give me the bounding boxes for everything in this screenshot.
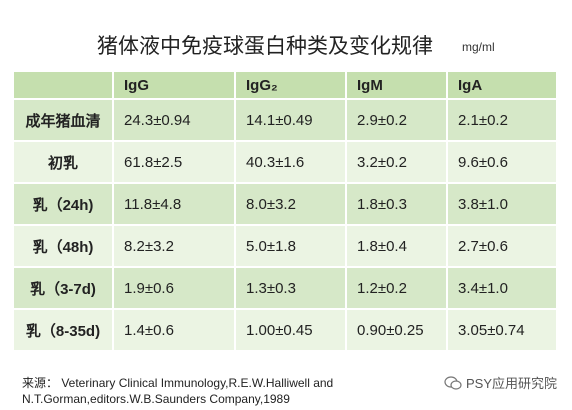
cell: 1.3±0.3 [234,266,347,310]
cell: 1.9±0.6 [112,266,236,310]
table-row: 初乳 61.8±2.5 40.3±1.6 3.2±0.2 9.6±0.6 [12,140,558,184]
title: 猪体液中免疫球蛋白种类及变化规律 [97,35,433,58]
source: 来源： Veterinary Clinical Immunology,R.E.W… [22,376,334,390]
row-header: 乳（8-35d) [12,308,114,352]
row-header: 乳（48h) [12,224,114,268]
table: IgG IgG₂ IgM IgA 成年猪血清 24.3±0.94 14.1±0.49 2.9… [12,70,558,352]
cell: 2.7±0.6 [446,224,558,268]
cell: 3.05±0.74 [446,308,558,352]
table-row: 乳（48h) 8.2±3.2 5.0±1.8 1.8±0.4 2.7±0.6 [12,224,558,268]
cell: 2.1±0.2 [446,98,558,142]
cell: 24.3±0.94 [112,98,236,142]
cell: 9.6±0.6 [446,140,558,184]
table-body: 成年猪血清 24.3±0.94 14.1±0.49 2.9±0.2 2.1±0.2 初乳 6… [12,98,558,352]
table-row: 乳（8-35d) 1.4±0.6 1.00±0.45 0.90±0.25 3.05±0.… [12,308,558,352]
row-header: 乳（24h) [12,182,114,226]
cell: 11.8±4.8 [112,182,236,226]
table-row: 成年猪血清 24.3±0.94 14.1±0.49 2.9±0.2 2.1±0.2 [12,98,558,142]
cell: 8.2±3.2 [112,224,236,268]
header-row: IgG IgG₂ IgM IgA [12,70,558,100]
column-header: IgG₂ [234,70,347,100]
column-header [12,70,114,100]
cell: 3.2±0.2 [345,140,448,184]
cell: 1.8±0.3 [345,182,448,226]
cell: 0.90±0.25 [345,308,448,352]
column-header: IgM [345,70,448,100]
wechat-icon [444,375,462,390]
source: N.T.Gorman,editors.W.B.Saunders Company,… [22,392,290,406]
cell: 8.0±3.2 [234,182,347,226]
unit: mg/ml [462,40,495,54]
table-row: 乳（24h) 11.8±4.8 8.0±3.2 1.8±0.3 3.8±1.0 [12,182,558,226]
cell: 3.4±1.0 [446,266,558,310]
cell: 40.3±1.6 [234,140,347,184]
cell: 1.8±0.4 [345,224,448,268]
cell: 61.8±2.5 [112,140,236,184]
cell: 14.1±0.49 [234,98,347,142]
row-header: 初乳 [12,140,114,184]
watermark: PSY应用研究院 [444,373,557,392]
cell: 1.00±0.45 [234,308,347,352]
table-row: 乳（3-7d) 1.9±0.6 1.3±0.3 1.2±0.2 3.4±1.0 [12,266,558,310]
cell: 2.9±0.2 [345,98,448,142]
cell: 3.8±1.0 [446,182,558,226]
column-header: IgA [446,70,558,100]
row-header: 成年猪血清 [12,98,114,142]
row-header: 乳（3-7d) [12,266,114,310]
cell: 1.4±0.6 [112,308,236,352]
cell: 5.0±1.8 [234,224,347,268]
watermark-text: PSY应用研究院 [466,376,558,391]
cell: 1.2±0.2 [345,266,448,310]
column-header: IgG [112,70,236,100]
